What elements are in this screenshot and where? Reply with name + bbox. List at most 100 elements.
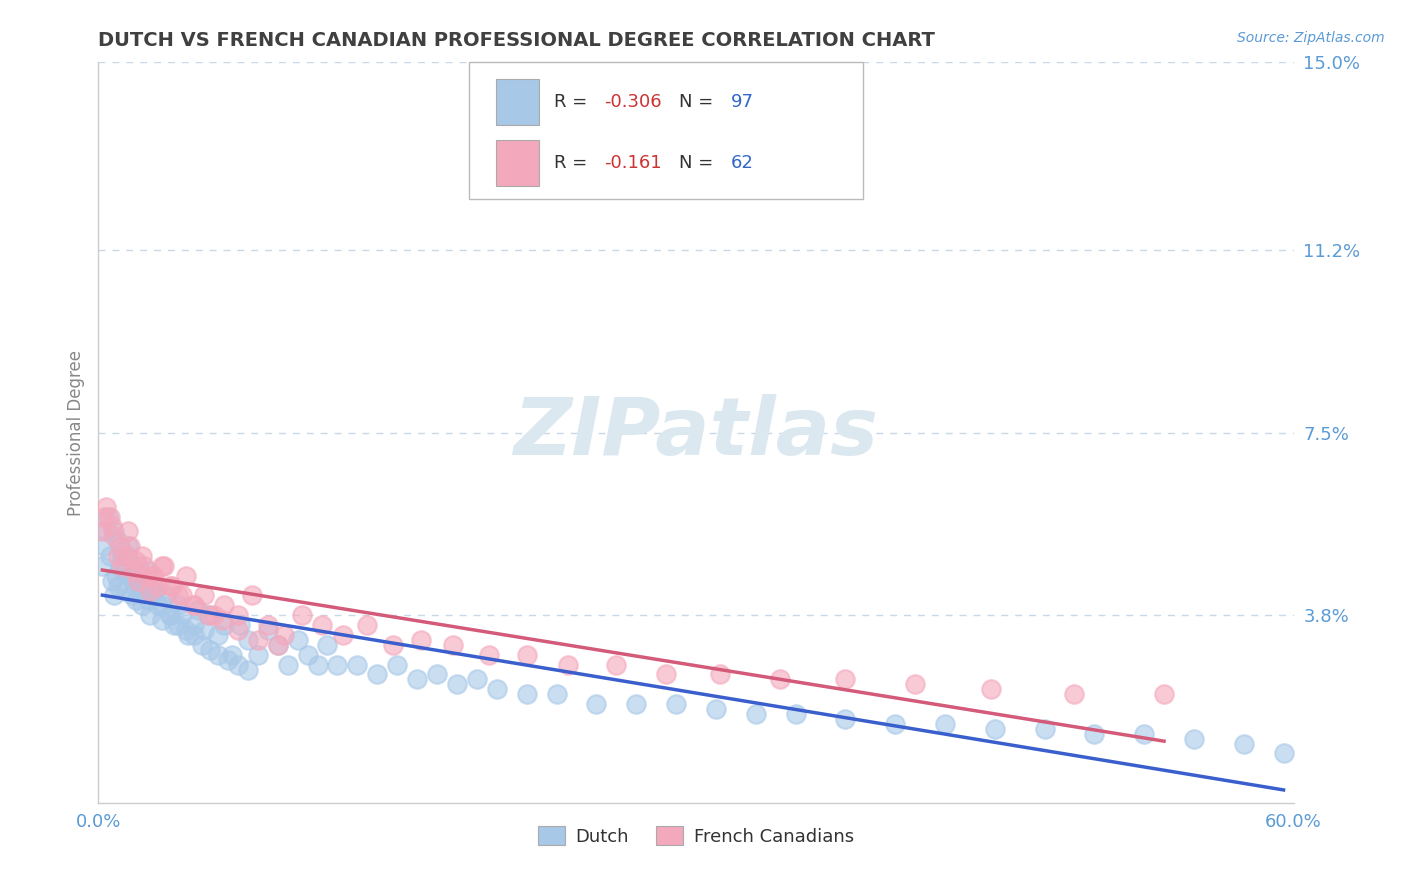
Point <box>934 716 956 731</box>
Point <box>172 608 194 623</box>
Point <box>465 673 488 687</box>
Point <box>229 618 252 632</box>
Point <box>183 599 205 613</box>
Point <box>91 558 114 573</box>
Point <box>217 653 239 667</box>
Point <box>207 628 229 642</box>
Point <box>226 608 249 623</box>
Point <box>107 579 129 593</box>
Point <box>155 589 177 603</box>
Point <box>884 716 907 731</box>
Point <box>143 583 166 598</box>
Point <box>704 702 727 716</box>
Point <box>124 568 146 582</box>
Point <box>984 722 1007 736</box>
Point <box>441 638 464 652</box>
Point <box>143 583 166 598</box>
Point <box>148 579 170 593</box>
Point <box>125 593 148 607</box>
Point <box>980 682 1002 697</box>
Text: 97: 97 <box>731 94 754 112</box>
Point <box>129 579 152 593</box>
Point <box>134 558 156 573</box>
Point <box>267 638 290 652</box>
Point <box>174 568 197 582</box>
Point <box>96 500 118 514</box>
Point <box>785 706 807 721</box>
Point <box>135 568 157 582</box>
Point <box>287 632 309 647</box>
Point <box>198 642 221 657</box>
Point <box>256 618 278 632</box>
Point <box>148 599 170 613</box>
Point <box>127 574 149 588</box>
Point <box>111 558 134 573</box>
Point <box>311 618 333 632</box>
Point <box>101 574 124 588</box>
Point <box>98 549 122 563</box>
FancyBboxPatch shape <box>470 62 863 200</box>
Text: Source: ZipAtlas.com: Source: ZipAtlas.com <box>1237 31 1385 45</box>
Point <box>769 673 792 687</box>
Point <box>98 509 122 524</box>
Point <box>93 509 115 524</box>
Point <box>150 558 173 573</box>
Point <box>297 648 319 662</box>
Point <box>626 697 648 711</box>
Text: R =: R = <box>554 154 599 172</box>
Point <box>136 564 159 578</box>
Point <box>150 613 173 627</box>
Point <box>236 663 259 677</box>
Text: 62: 62 <box>731 154 754 172</box>
Point <box>167 599 190 613</box>
Y-axis label: Professional Degree: Professional Degree <box>66 350 84 516</box>
Point <box>191 638 214 652</box>
Text: -0.161: -0.161 <box>605 154 662 172</box>
Point <box>316 638 339 652</box>
Point <box>127 558 149 573</box>
Point <box>163 618 186 632</box>
Point <box>1033 722 1056 736</box>
Point <box>115 583 138 598</box>
Point <box>277 657 299 672</box>
Point <box>478 648 501 662</box>
Point <box>103 524 125 539</box>
Point <box>709 667 731 681</box>
Point <box>117 549 139 563</box>
Point <box>236 632 259 647</box>
Text: DUTCH VS FRENCH CANADIAN PROFESSIONAL DEGREE CORRELATION CHART: DUTCH VS FRENCH CANADIAN PROFESSIONAL DE… <box>98 30 935 50</box>
Point <box>120 568 142 582</box>
Point <box>187 603 209 617</box>
Point <box>159 608 181 623</box>
Point <box>411 632 433 647</box>
Point <box>904 677 927 691</box>
Point <box>91 524 114 539</box>
Point <box>112 564 135 578</box>
Point <box>197 608 219 623</box>
Point <box>332 628 354 642</box>
Point <box>159 608 181 623</box>
Text: N =: N = <box>679 154 720 172</box>
Point <box>107 534 129 549</box>
Point <box>177 628 200 642</box>
Point <box>117 539 139 553</box>
Point <box>183 618 205 632</box>
Point <box>1182 731 1205 746</box>
Point <box>131 579 153 593</box>
Point <box>136 593 159 607</box>
Point <box>111 549 134 563</box>
FancyBboxPatch shape <box>496 79 540 126</box>
Point <box>198 608 221 623</box>
Point <box>226 657 249 672</box>
FancyBboxPatch shape <box>496 140 540 186</box>
Point <box>167 618 190 632</box>
Point <box>273 628 295 642</box>
Point <box>212 618 235 632</box>
Point <box>406 673 429 687</box>
Point <box>307 657 329 672</box>
Point <box>115 549 138 563</box>
Point <box>546 687 568 701</box>
Point <box>267 638 290 652</box>
Point <box>1083 727 1105 741</box>
Point <box>183 599 205 613</box>
